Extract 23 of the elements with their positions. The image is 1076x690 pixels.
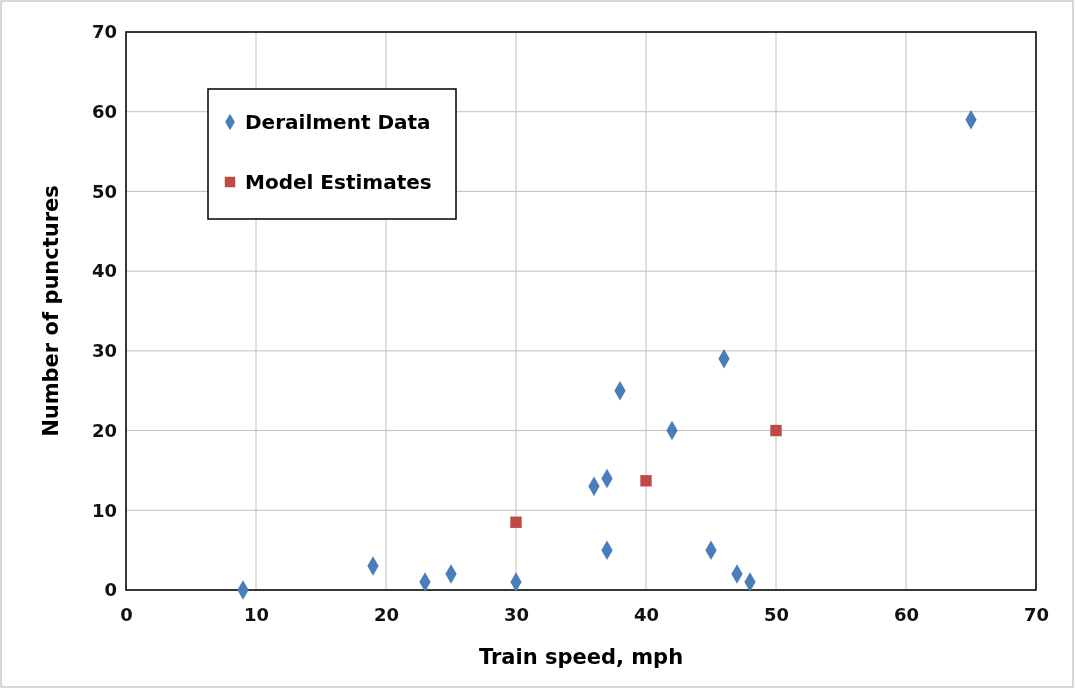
x-tick-label: 50 <box>763 603 790 625</box>
point <box>640 475 652 487</box>
x-tick-label: 40 <box>633 603 660 625</box>
y-tick-label: 70 <box>91 21 117 43</box>
x-tick-label: 60 <box>893 603 920 625</box>
x-axis-title: Train speed, mph <box>478 645 684 669</box>
y-tick-label: 20 <box>91 419 117 441</box>
legend-label: Model Estimates <box>245 170 432 194</box>
point <box>770 424 782 437</box>
y-axis-title: Number of punctures <box>39 185 63 437</box>
x-tick-label: 10 <box>243 603 270 625</box>
y-tick-label: 60 <box>91 100 117 122</box>
y-tick-label: 10 <box>91 499 117 521</box>
y-tick-label: 40 <box>91 260 117 282</box>
y-tick-label: 30 <box>91 340 117 362</box>
x-tick-label: 20 <box>373 603 400 625</box>
y-tick-label: 50 <box>91 180 117 202</box>
legend-label: Derailment Data <box>245 110 431 134</box>
x-tick-label: 30 <box>503 603 530 625</box>
point <box>510 516 522 528</box>
x-tick-label: 0 <box>120 603 133 625</box>
y-tick-label: 0 <box>104 579 117 601</box>
x-tick-label: 70 <box>1023 603 1050 625</box>
